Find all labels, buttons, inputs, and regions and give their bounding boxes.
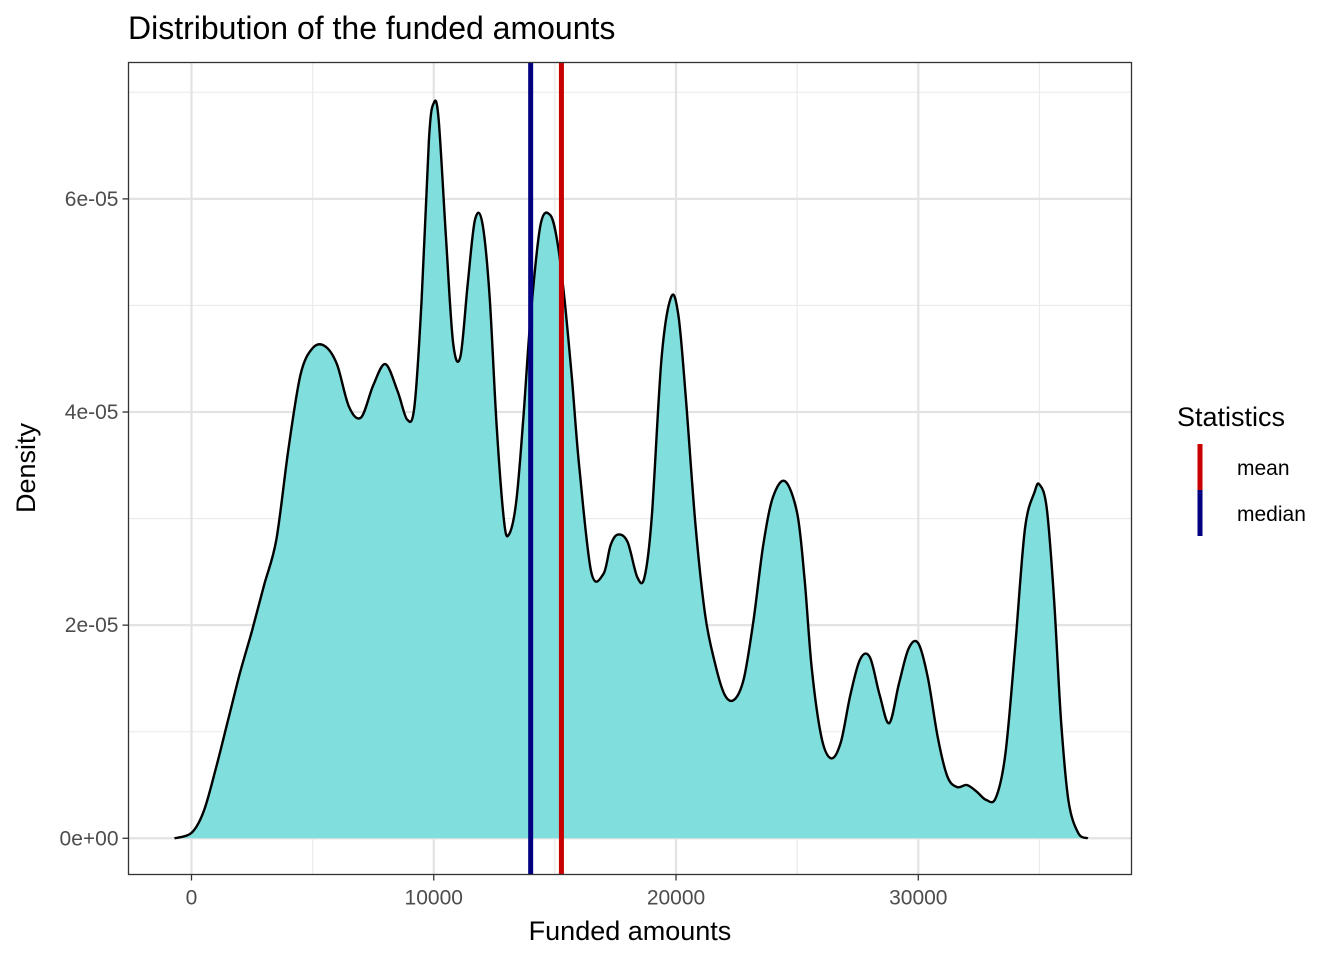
density-area-layer (174, 99, 1089, 840)
x-axis: 0 10000 20000 30000 (186, 874, 948, 910)
statistic-lines (528, 62, 564, 875)
mean-legend-label: mean (1237, 457, 1290, 480)
y-axis-title: Density (11, 422, 41, 513)
legend-items: mean median (1197, 444, 1306, 536)
median-legend-label: median (1237, 503, 1306, 526)
legend-title: Statistics (1177, 402, 1285, 432)
plot-border (127, 61, 1133, 876)
x-tick-label: 0 (186, 887, 198, 910)
x-tick-label: 10000 (405, 887, 463, 910)
x-tick-label: 20000 (647, 887, 705, 910)
density-line (174, 99, 1089, 840)
x-tick-label: 30000 (889, 887, 947, 910)
y-axis: 0e+00 2e-05 4e-05 6e-05 (60, 188, 129, 850)
y-tick-label: 0e+00 (60, 827, 119, 850)
density-area (174, 100, 1088, 839)
chart-title: Distribution of the funded amounts (128, 10, 615, 46)
legend: Statistics mean median (1177, 402, 1306, 536)
y-tick-label: 2e-05 (65, 614, 119, 637)
y-tick-label: 4e-05 (65, 401, 119, 424)
x-axis-title: Funded amounts (529, 916, 732, 946)
y-tick-label: 6e-05 (65, 188, 119, 211)
plot-panel (127, 61, 1133, 876)
